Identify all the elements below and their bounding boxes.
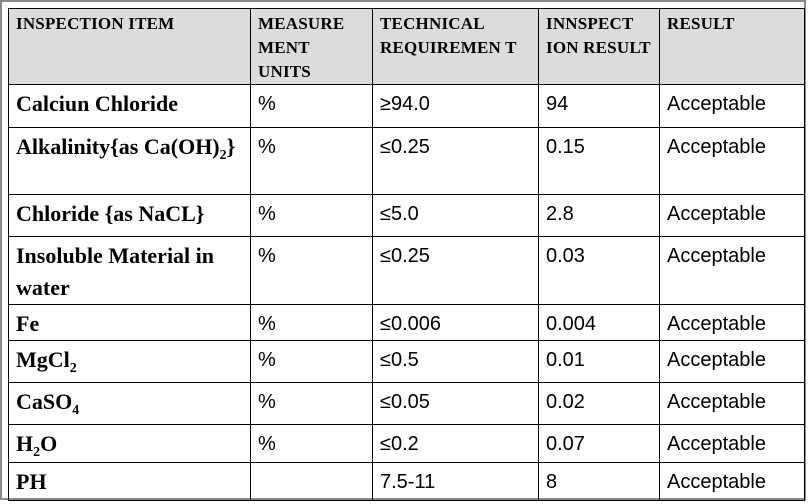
cell-units: % [250,127,373,195]
cell-result: Acceptable [659,462,805,501]
cell-item: Insoluble Material in water [8,236,251,305]
header-inspection-result: INNSPECT ION RESULT [538,8,660,85]
cell-result: Acceptable [659,304,805,341]
cell-requirement: ≤5.0 [372,194,539,237]
cell-units: % [250,236,373,305]
cell-item: Fe [8,304,251,341]
header-technical-requirement: TECHNICAL REQUIREMEN T [372,8,539,85]
cell-result: Acceptable [659,194,805,237]
cell-units: % [250,304,373,341]
cell-inspection-result: 0.004 [538,304,660,341]
table-row: Chloride {as NaCL} % ≤5.0 2.8 Acceptable [8,194,805,237]
cell-units: % [250,84,373,128]
table-row: H2O % ≤0.2 0.07 Acceptable [8,424,805,463]
cell-result: Acceptable [659,340,805,383]
table-row: Calciun Chloride % ≥94.0 94 Acceptable [8,84,805,128]
cell-result: Acceptable [659,424,805,463]
cell-item: Calciun Chloride [8,84,251,128]
cell-requirement: ≤0.5 [372,340,539,383]
cell-item: MgCl2 [8,340,251,383]
cell-item: Chloride {as NaCL} [8,194,251,237]
cell-inspection-result: 0.01 [538,340,660,383]
cell-result: Acceptable [659,382,805,425]
cell-requirement: ≤0.25 [372,127,539,195]
inspection-table: INSPECTION ITEM MEASURE MENT UNITS TECHN… [8,8,805,501]
cell-inspection-result: 2.8 [538,194,660,237]
cell-inspection-result: 0.03 [538,236,660,305]
cell-requirement: ≥94.0 [372,84,539,128]
cell-units: % [250,340,373,383]
cell-requirement: ≤0.006 [372,304,539,341]
cell-inspection-result: 8 [538,462,660,501]
cell-item: CaSO4 [8,382,251,425]
cell-result: Acceptable [659,236,805,305]
cell-units: % [250,424,373,463]
cell-item: H2O [8,424,251,463]
cell-requirement: ≤0.25 [372,236,539,305]
table-row: Alkalinity{as Ca(OH)2} % ≤0.25 0.15 Acce… [8,127,805,195]
cell-inspection-result: 0.15 [538,127,660,195]
header-inspection-item: INSPECTION ITEM [8,8,251,85]
cell-result: Acceptable [659,84,805,128]
cell-item: PH [8,462,251,501]
header-measurement-units: MEASURE MENT UNITS [250,8,373,85]
cell-units [250,462,373,501]
table-row: Fe % ≤0.006 0.004 Acceptable [8,304,805,341]
table-row: Insoluble Material in water % ≤0.25 0.03… [8,236,805,305]
cell-units: % [250,194,373,237]
header-row: INSPECTION ITEM MEASURE MENT UNITS TECHN… [8,8,805,85]
cell-requirement: 7.5-11 [372,462,539,501]
cell-units: % [250,382,373,425]
cell-requirement: ≤0.2 [372,424,539,463]
cell-item: Alkalinity{as Ca(OH)2} [8,127,251,195]
cell-requirement: ≤0.05 [372,382,539,425]
table-row: MgCl2 % ≤0.5 0.01 Acceptable [8,340,805,383]
table-row: PH 7.5-11 8 Acceptable [8,462,805,501]
cell-inspection-result: 94 [538,84,660,128]
cell-inspection-result: 0.07 [538,424,660,463]
table-row: CaSO4 % ≤0.05 0.02 Acceptable [8,382,805,425]
cell-inspection-result: 0.02 [538,382,660,425]
cell-result: Acceptable [659,127,805,195]
header-result: RESULT [659,8,805,85]
